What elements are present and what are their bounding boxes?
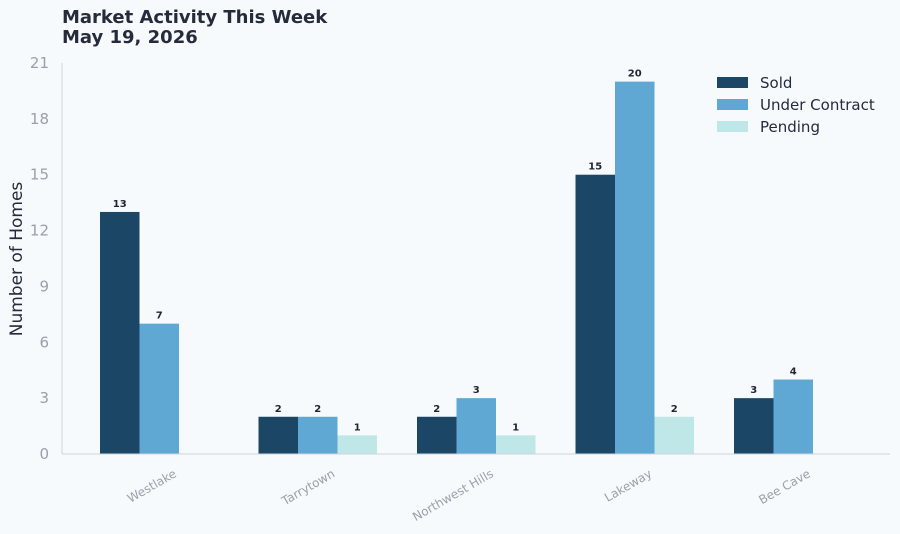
legend-swatch (717, 99, 748, 110)
bar-pending (654, 416, 694, 454)
bar-sold (575, 174, 615, 454)
y-tick-label: 21 (30, 54, 49, 72)
data-labels: 13 7 2 2 1 2 3 1 15 20 2 3 4 (113, 69, 797, 434)
bar-under-contract (773, 379, 813, 454)
x-tick-label: Westlake (125, 466, 179, 505)
legend-swatch (717, 77, 748, 88)
y-tick-label: 12 (30, 222, 49, 240)
y-tick-label: 0 (39, 445, 49, 463)
legend: Sold Under Contract Pending (717, 74, 875, 136)
data-label: 1 (354, 422, 361, 433)
bar-pending (496, 435, 536, 454)
x-tick-label: Bee Cave (756, 466, 812, 507)
data-label: 13 (113, 199, 127, 210)
bar-sold (734, 398, 774, 454)
x-tick-label: Tarrytown (278, 466, 337, 508)
x-tick-label: Lakeway (602, 466, 654, 504)
y-tick-label: 18 (30, 110, 49, 128)
y-tick-label: 6 (39, 333, 49, 351)
x-tick-label: Northwest Hills (410, 466, 496, 524)
legend-label: Sold (760, 74, 792, 92)
y-tick-label: 3 (39, 389, 49, 407)
legend-label: Pending (760, 118, 820, 136)
x-axis-ticks: Westlake Tarrytown Northwest Hills Lakeway B… (125, 466, 813, 524)
legend-label: Under Contract (760, 96, 875, 114)
bar-under-contract (139, 323, 179, 454)
y-axis-ticks: 0 3 6 9 12 15 18 21 (30, 54, 49, 463)
data-label: 3 (473, 385, 480, 396)
data-label: 2 (433, 404, 440, 415)
bar-sold (417, 416, 457, 454)
bar-under-contract (615, 81, 655, 454)
chart-title: Market Activity This Week (62, 7, 328, 28)
data-label: 2 (671, 404, 678, 415)
y-tick-label: 15 (30, 166, 49, 184)
bar-sold (258, 416, 298, 454)
bar-sold (100, 211, 140, 454)
data-label: 15 (588, 162, 602, 173)
data-label: 1 (512, 422, 519, 433)
chart-subtitle: May 19, 2026 (62, 27, 198, 48)
y-axis-label: Number of Homes (7, 182, 27, 337)
data-label: 20 (628, 69, 642, 80)
y-tick-label: 9 (39, 277, 49, 295)
data-label: 7 (156, 311, 163, 322)
bar-under-contract (456, 398, 496, 454)
data-label: 2 (314, 404, 321, 415)
bar-under-contract (298, 416, 338, 454)
legend-swatch (717, 121, 748, 132)
data-label: 2 (275, 404, 282, 415)
data-label: 3 (750, 385, 757, 396)
bars (100, 81, 813, 454)
bar-pending (337, 435, 377, 454)
data-label: 4 (790, 367, 797, 378)
